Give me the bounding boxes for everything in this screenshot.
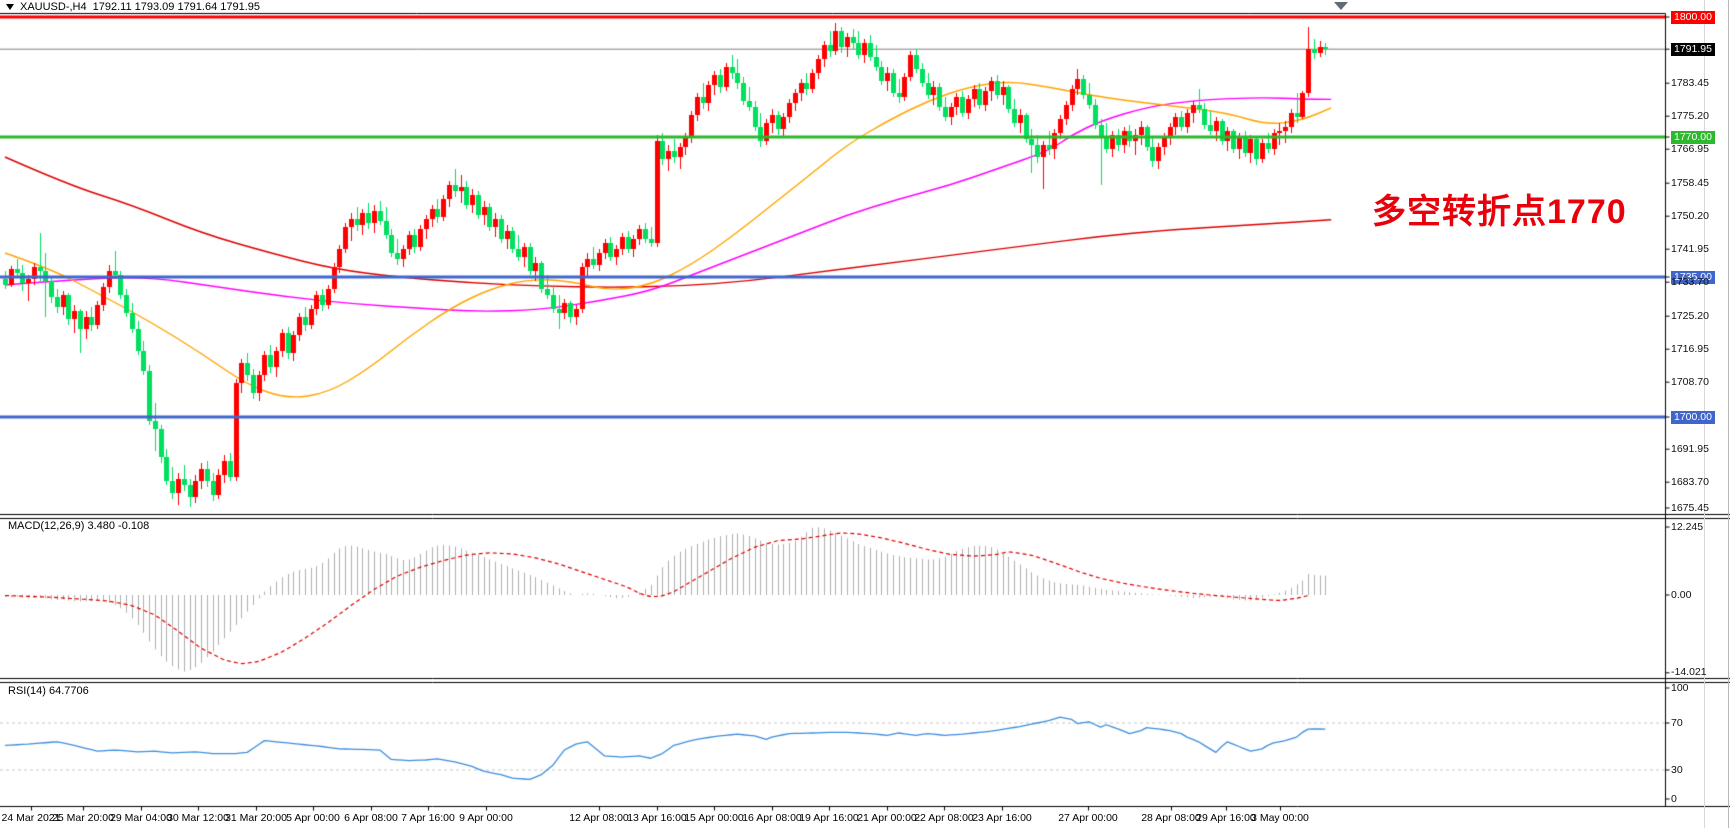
- time-axis-label: 24 Mar 2021: [1, 812, 61, 824]
- price-axis-label: 1691.95: [1671, 442, 1709, 455]
- price-axis-label: 1791.95: [1671, 42, 1715, 56]
- rsi-axis-label: 70: [1671, 716, 1683, 729]
- chart-shift-marker-icon[interactable]: [1334, 2, 1348, 10]
- time-axis-label: 23 Apr 16:00: [972, 812, 1032, 824]
- macd-axis-label: 0.00: [1671, 588, 1692, 601]
- rsi-axis-label: 0: [1671, 792, 1677, 805]
- price-axis-label: 1800.00: [1671, 10, 1715, 24]
- price-axis-label: 1708.70: [1671, 375, 1709, 388]
- rsi-indicator-label: RSI(14) 64.7706: [8, 685, 89, 697]
- symbol-period-label: XAUUSD-,H4: [20, 1, 87, 13]
- chart-text-annotation[interactable]: 多空转折点1770: [1372, 193, 1627, 231]
- time-axis-label: 25 Mar 20:00: [52, 812, 114, 824]
- price-axis-label: 1683.70: [1671, 475, 1709, 488]
- rsi-axis-label: 30: [1671, 763, 1683, 776]
- time-axis-label: 28 Apr 08:00: [1141, 812, 1201, 824]
- macd-axis-label: -14.021: [1671, 666, 1707, 679]
- time-axis-label: 21 Apr 00:00: [857, 812, 917, 824]
- price-axis-label: 1783.45: [1671, 76, 1709, 89]
- chart-title-bar: XAUUSD-,H4 1792.11 1793.09 1791.64 1791.…: [6, 1, 260, 13]
- rsi-axis-label: 100: [1671, 681, 1689, 694]
- time-axis-label: 16 Apr 08:00: [742, 812, 802, 824]
- time-axis-label: 27 Apr 00:00: [1058, 812, 1118, 824]
- ohlc-quote-label: 1792.11 1793.09 1791.64 1791.95: [92, 1, 261, 13]
- time-axis-label: 6 Apr 08:00: [344, 812, 398, 824]
- price-axis-label: 1716.95: [1671, 342, 1709, 355]
- time-axis-label: 5 Apr 00:00: [286, 812, 340, 824]
- price-axis-label: 1766.95: [1671, 142, 1709, 155]
- window-right-edge: [1728, 0, 1729, 828]
- time-axis-label: 22 Apr 08:00: [914, 812, 974, 824]
- price-axis-label: 1770.00: [1671, 130, 1715, 144]
- time-axis-label: 29 Mar 04:00: [110, 812, 172, 824]
- time-axis-label: 13 Apr 16:00: [627, 812, 687, 824]
- price-axis-label: 1733.70: [1671, 275, 1709, 288]
- price-axis-label: 1675.45: [1671, 501, 1709, 514]
- time-axis-label: 30 Mar 12:00: [167, 812, 229, 824]
- price-axis-label: 1775.20: [1671, 109, 1709, 122]
- price-axis-label: 1735.00: [1671, 270, 1715, 284]
- price-axis-label: 1700.00: [1671, 410, 1715, 424]
- time-axis-label: 3 May 00:00: [1251, 812, 1309, 824]
- time-axis-label: 29 Apr 16:00: [1196, 812, 1256, 824]
- time-axis-label: 31 Mar 20:00: [225, 812, 287, 824]
- symbol-dropdown-icon[interactable]: [6, 4, 14, 10]
- time-axis-label: 19 Apr 16:00: [799, 812, 859, 824]
- price-axis-label: 1741.95: [1671, 242, 1709, 255]
- macd-axis-label: 12.245: [1671, 520, 1704, 533]
- time-axis-label: 9 Apr 00:00: [459, 812, 513, 824]
- time-axis-label: 7 Apr 16:00: [401, 812, 455, 824]
- time-axis-label: 15 Apr 00:00: [684, 812, 744, 824]
- price-axis-label: 1758.45: [1671, 176, 1709, 189]
- macd-indicator-label: MACD(12,26,9) 3.480 -0.108: [8, 520, 150, 532]
- price-axis-label: 1725.20: [1671, 309, 1709, 322]
- price-axis-label: 1750.20: [1671, 209, 1709, 222]
- time-axis-label: 12 Apr 08:00: [569, 812, 629, 824]
